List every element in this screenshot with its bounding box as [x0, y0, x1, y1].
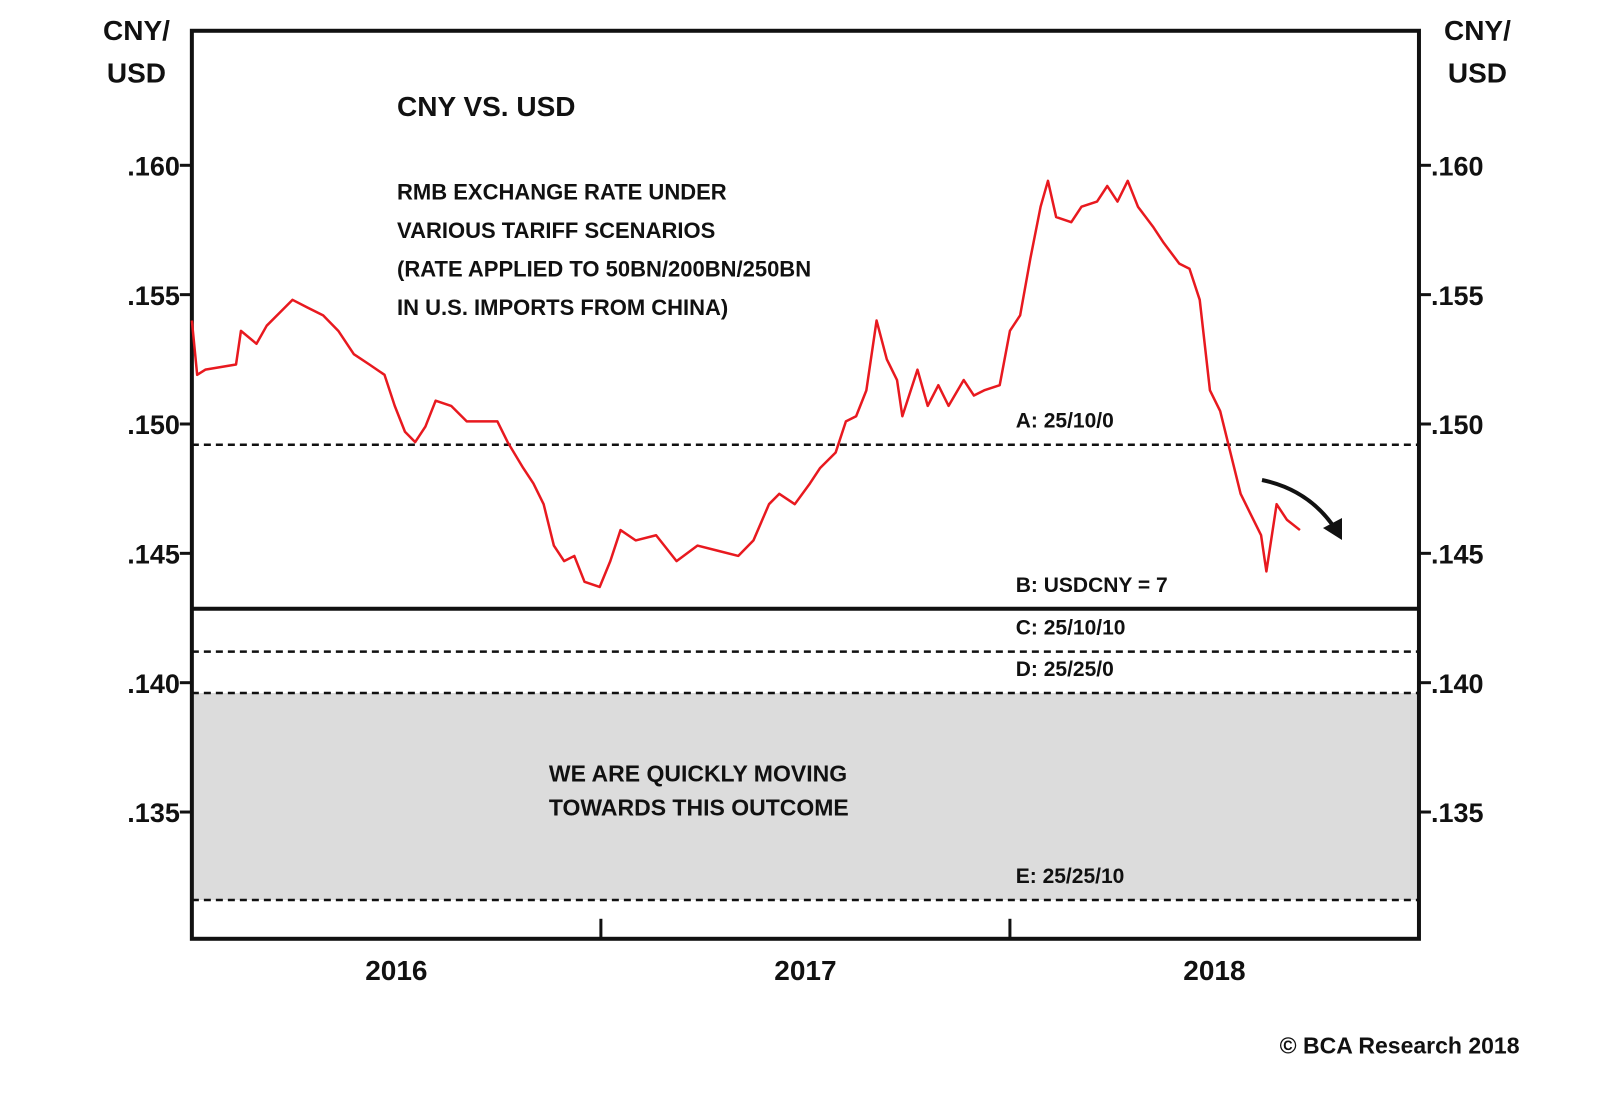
y2-tick-label: .135 — [1431, 798, 1484, 828]
reference-label: C: 25/10/10 — [1016, 617, 1126, 640]
y2-axis-label: CNY/ — [1444, 15, 1511, 46]
chart-subtitle: (RATE APPLIED TO 50BN/200BN/250BN — [397, 257, 811, 282]
y2-tick-label: .160 — [1431, 151, 1484, 181]
reference-label: D: 25/25/0 — [1016, 658, 1114, 681]
y-tick-label: .140 — [127, 669, 180, 699]
x-tick-label: 2016 — [365, 955, 427, 986]
plot-frame — [189, 28, 1421, 941]
y-tick-label: .155 — [127, 281, 180, 311]
y-tick-label: .150 — [127, 410, 180, 440]
band-annotation: TOWARDS THIS OUTCOME — [549, 795, 849, 821]
shaded-band — [191, 693, 1419, 900]
source-note: © BCA Research 2018 — [1280, 1033, 1520, 1059]
series-line — [190, 179, 1301, 589]
chart-subtitle: RMB EXCHANGE RATE UNDER — [397, 180, 727, 205]
band-annotation: WE ARE QUICKLY MOVING — [549, 761, 847, 787]
reference-label: A: 25/10/0 — [1016, 410, 1114, 433]
y-tick-label: .135 — [127, 798, 180, 828]
y2-tick-label: .155 — [1431, 281, 1484, 311]
trend-arrow — [1261, 478, 1338, 532]
background-layer — [191, 693, 1419, 900]
y-tick-label: .145 — [127, 539, 180, 569]
y2-tick-label: .140 — [1431, 669, 1484, 699]
x-tick-label: 2017 — [774, 955, 836, 986]
y-axis-label: CNY/ — [103, 15, 170, 46]
chart-title: CNY VS. USD — [397, 91, 575, 122]
reference-label: E: 25/25/10 — [1016, 865, 1125, 888]
y-axis-label: USD — [107, 57, 166, 88]
chart-subtitle: IN U.S. IMPORTS FROM CHINA) — [397, 295, 728, 320]
y2-tick-label: .150 — [1431, 410, 1484, 440]
chart-subtitle: VARIOUS TARIFF SCENARIOS — [397, 218, 715, 243]
y-tick-label: .160 — [127, 151, 180, 181]
y2-axis-label: USD — [1448, 57, 1507, 88]
x-tick-label: 2018 — [1183, 955, 1245, 986]
reference-label: B: USDCNY = 7 — [1016, 574, 1168, 597]
y2-tick-label: .145 — [1431, 539, 1484, 569]
trend-arrow-head — [1323, 518, 1342, 540]
